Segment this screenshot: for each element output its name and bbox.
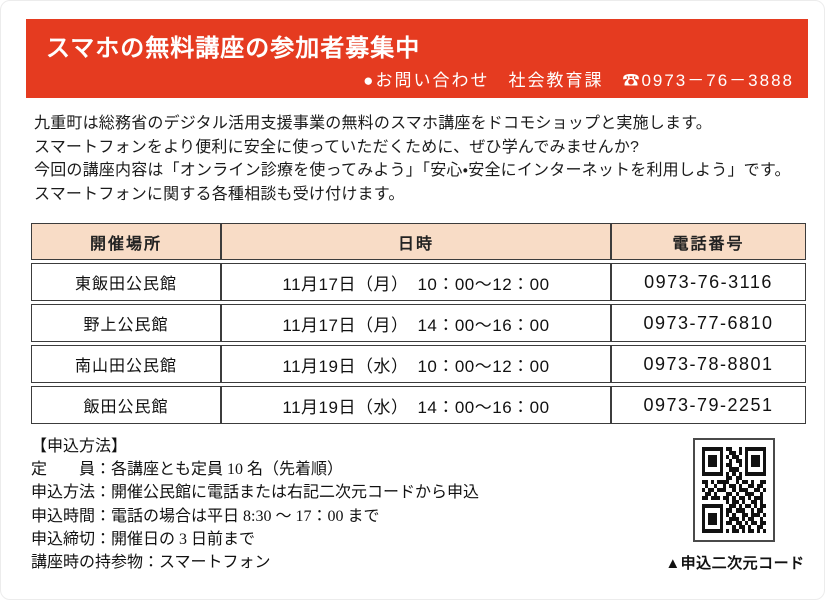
phone-cell: 0973-76-3116: [611, 263, 806, 301]
column-header-phone: 電話番号: [611, 223, 806, 260]
application-heading: 【申込方法】: [31, 438, 128, 455]
table-row: 南山田公民館 11月19日（水） 10：00～12：00 0973-78-880…: [31, 345, 806, 383]
schedule-table: 開催場所 日時 電話番号 東飯田公民館 11月17日（月） 10：00～12：0…: [31, 220, 806, 427]
table-row: 東飯田公民館 11月17日（月） 10：00～12：00 0973-76-311…: [31, 263, 806, 301]
table-row: 飯田公民館 11月19日（水） 14：00～16：00 0973-79-2251: [31, 386, 806, 424]
application-info: 【申込方法】 定 員：各講座とも定員 10 名（先着順） 申込方法：開催公民館に…: [31, 435, 671, 574]
venue-cell: 南山田公民館: [31, 345, 221, 383]
column-header-venue: 開催場所: [31, 223, 221, 260]
qr-code: [702, 447, 766, 533]
intro-line: スマートフォンをより便利に安全に使っていただくために、ぜひ学んでみませんか?: [34, 138, 640, 156]
datetime-cell: 11月19日（水） 10：00～12：00: [221, 345, 611, 383]
qr-caption: ▲申込二次元コード: [665, 555, 805, 572]
intro-line: スマートフォンに関する各種相談も受け付けます。: [34, 185, 405, 203]
phone-cell: 0973-77-6810: [611, 304, 806, 342]
intro-line: 今回の講座内容は「オンライン診療を使ってみよう」「安心・安全にインターネットを利…: [34, 162, 791, 179]
venue-cell: 東飯田公民館: [31, 263, 221, 301]
datetime-cell: 11月17日（月） 14：00～16：00: [221, 304, 611, 342]
application-line: 講座時の持参物：スマートフォン: [31, 554, 271, 572]
contact-info: ●お問い合わせ 社会教育課 ☎0973－76－3888: [363, 71, 794, 90]
venue-cell: 野上公民館: [31, 304, 221, 342]
page-title: スマホの無料講座の参加者募集中: [46, 35, 421, 62]
intro-line: 九重町は総務省のデジタル活用支援事業の無料のスマホ講座をドコモショップと実施しま…: [34, 115, 713, 132]
application-line: 申込時間：電話の場合は平日 8:30 ～ 17：00 まで: [31, 507, 380, 525]
application-line: 申込締切：開催日の 3 日前まで: [31, 530, 256, 548]
column-header-datetime: 日時: [221, 223, 611, 260]
datetime-cell: 11月19日（水） 14：00～16：00: [221, 386, 611, 424]
application-line: 定 員：各講座とも定員 10 名（先着順）: [31, 461, 344, 479]
table-row: 野上公民館 11月17日（月） 14：00～16：00 0973-77-6810: [31, 304, 806, 342]
phone-cell: 0973-78-8801: [611, 345, 806, 383]
qr-code-frame: [693, 438, 775, 542]
venue-cell: 飯田公民館: [31, 386, 221, 424]
intro-paragraph: 九重町は総務省のデジタル活用支援事業の無料のスマホ講座をドコモショップと実施しま…: [34, 112, 804, 206]
table-header-row: 開催場所 日時 電話番号: [31, 223, 806, 260]
header-banner: スマホの無料講座の参加者募集中 ●お問い合わせ 社会教育課 ☎0973－76－3…: [26, 19, 808, 98]
phone-cell: 0973-79-2251: [611, 386, 806, 424]
application-line: 申込方法：開催公民館に電話または右記二次元コードから申込: [31, 484, 480, 502]
datetime-cell: 11月17日（月） 10：00～12：00: [221, 263, 611, 301]
